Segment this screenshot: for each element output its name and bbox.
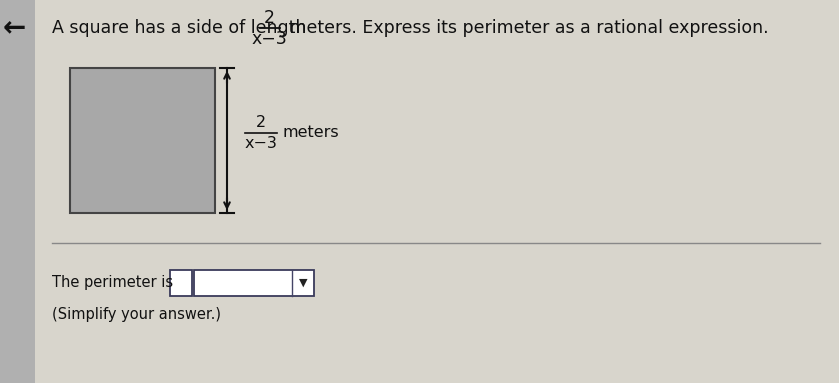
Text: x−3: x−3 (244, 136, 278, 151)
Text: ▼: ▼ (299, 278, 307, 288)
Text: A square has a side of length: A square has a side of length (52, 19, 312, 37)
Text: 2: 2 (264, 9, 275, 27)
Text: meters. Express its perimeter as a rational expression.: meters. Express its perimeter as a ratio… (284, 19, 769, 37)
Text: (Simplify your answer.): (Simplify your answer.) (52, 308, 221, 322)
Text: x−3: x−3 (252, 30, 288, 48)
Bar (194, 270, 314, 296)
Text: 2: 2 (256, 115, 266, 130)
Bar (170, 270, 192, 296)
Bar (70, 68, 215, 213)
Text: ←: ← (3, 14, 26, 42)
Bar (0, 0, 35, 383)
Text: meters: meters (282, 125, 339, 140)
Text: The perimeter is: The perimeter is (52, 275, 173, 290)
